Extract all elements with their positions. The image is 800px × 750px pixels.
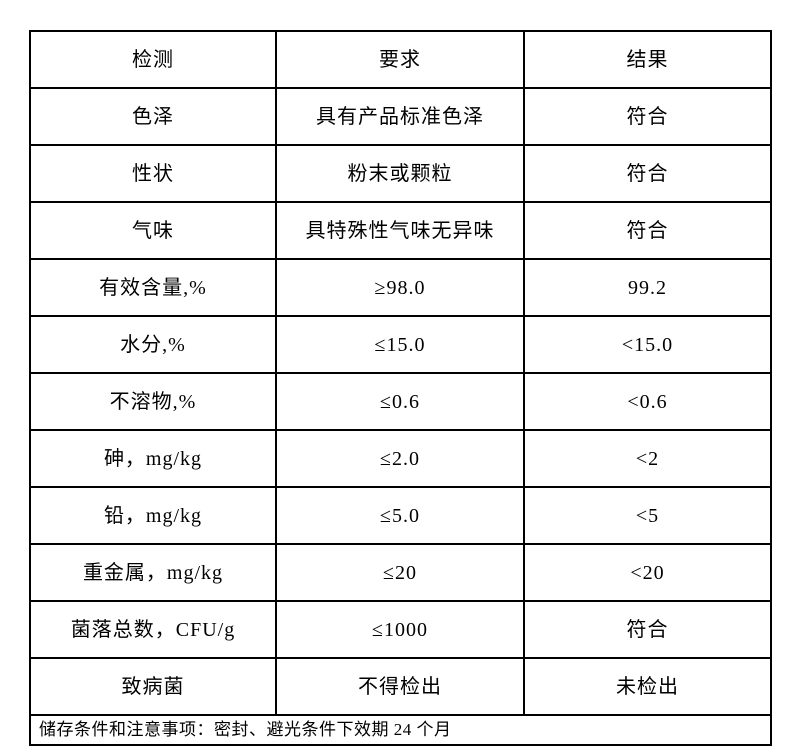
test-item-cell: 性状 — [29, 144, 277, 203]
requirement-cell: ≤15.0 — [275, 315, 525, 374]
requirement-cell: 不得检出 — [275, 657, 525, 716]
result-cell: 符合 — [523, 144, 772, 203]
result-cell: <15.0 — [523, 315, 772, 374]
requirement-cell: ≤1000 — [275, 600, 525, 659]
requirement-cell: 粉末或颗粒 — [275, 144, 525, 203]
table-row: 铅，mg/kg ≤5.0 <5 — [29, 486, 772, 545]
result-cell: 99.2 — [523, 258, 772, 317]
table-row: 色泽 具有产品标准色泽 符合 — [29, 87, 772, 146]
result-cell: <5 — [523, 486, 772, 545]
requirement-cell: ≤20 — [275, 543, 525, 602]
test-item-cell: 重金属，mg/kg — [29, 543, 277, 602]
table-row: 砷，mg/kg ≤2.0 <2 — [29, 429, 772, 488]
test-item-cell: 水分,% — [29, 315, 277, 374]
test-item-cell: 砷，mg/kg — [29, 429, 277, 488]
table-row: 菌落总数，CFU/g ≤1000 符合 — [29, 600, 772, 659]
result-cell: <0.6 — [523, 372, 772, 431]
test-item-cell: 不溶物,% — [29, 372, 277, 431]
test-item-cell: 铅，mg/kg — [29, 486, 277, 545]
requirement-cell: ≤2.0 — [275, 429, 525, 488]
test-item-cell: 致病菌 — [29, 657, 277, 716]
table-row: 水分,% ≤15.0 <15.0 — [29, 315, 772, 374]
test-item-cell: 菌落总数，CFU/g — [29, 600, 277, 659]
requirement-cell: ≤0.6 — [275, 372, 525, 431]
test-item-cell: 有效含量,% — [29, 258, 277, 317]
table-row: 重金属，mg/kg ≤20 <20 — [29, 543, 772, 602]
table-row: 有效含量,% ≥98.0 99.2 — [29, 258, 772, 317]
requirement-cell: ≤5.0 — [275, 486, 525, 545]
table-header-row: 检测 要求 结果 — [29, 30, 772, 89]
table-row: 气味 具特殊性气味无异味 符合 — [29, 201, 772, 260]
table-row: 性状 粉末或颗粒 符合 — [29, 144, 772, 203]
requirement-cell: ≥98.0 — [275, 258, 525, 317]
result-cell: 符合 — [523, 201, 772, 260]
header-result: 结果 — [523, 30, 772, 89]
requirement-cell: 具有产品标准色泽 — [275, 87, 525, 146]
table-row: 不溶物,% ≤0.6 <0.6 — [29, 372, 772, 431]
result-cell: 符合 — [523, 87, 772, 146]
header-requirement: 要求 — [275, 30, 525, 89]
result-cell: 未检出 — [523, 657, 772, 716]
table-row: 致病菌 不得检出 未检出 — [29, 657, 772, 716]
storage-note: 储存条件和注意事项：密封、避光条件下效期 24 个月 — [29, 714, 772, 746]
result-cell: <20 — [523, 543, 772, 602]
requirement-cell: 具特殊性气味无异味 — [275, 201, 525, 260]
test-item-cell: 色泽 — [29, 87, 277, 146]
header-test: 检测 — [29, 30, 277, 89]
inspection-table: 检测 要求 结果 色泽 具有产品标准色泽 符合 性状 粉末或颗粒 符合 气味 具… — [29, 30, 772, 746]
test-item-cell: 气味 — [29, 201, 277, 260]
table-footer-row: 储存条件和注意事项：密封、避光条件下效期 24 个月 — [29, 714, 772, 746]
result-cell: 符合 — [523, 600, 772, 659]
result-cell: <2 — [523, 429, 772, 488]
